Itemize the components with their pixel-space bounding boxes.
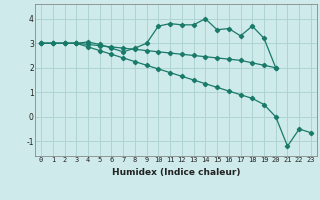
- X-axis label: Humidex (Indice chaleur): Humidex (Indice chaleur): [112, 168, 240, 177]
